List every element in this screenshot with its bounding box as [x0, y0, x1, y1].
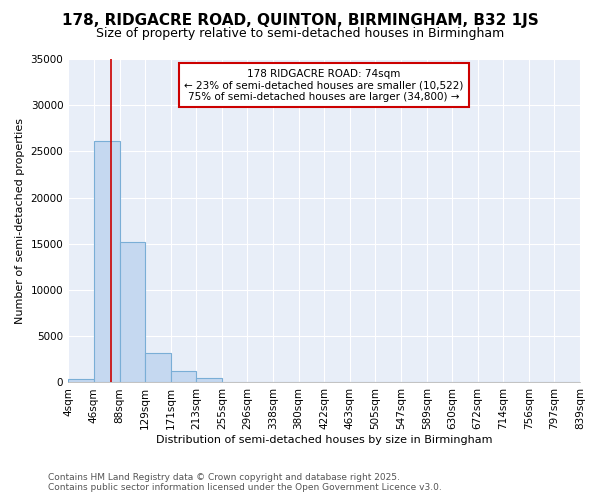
Text: Contains HM Land Registry data © Crown copyright and database right 2025.
Contai: Contains HM Land Registry data © Crown c…	[48, 473, 442, 492]
Bar	[94, 142, 119, 382]
Bar	[68, 379, 94, 382]
Text: Size of property relative to semi-detached houses in Birmingham: Size of property relative to semi-detach…	[96, 28, 504, 40]
X-axis label: Distribution of semi-detached houses by size in Birmingham: Distribution of semi-detached houses by …	[156, 435, 493, 445]
Text: 178 RIDGACRE ROAD: 74sqm
← 23% of semi-detached houses are smaller (10,522)
75% : 178 RIDGACRE ROAD: 74sqm ← 23% of semi-d…	[184, 68, 464, 102]
Y-axis label: Number of semi-detached properties: Number of semi-detached properties	[15, 118, 25, 324]
Bar	[145, 353, 170, 382]
Bar	[170, 372, 196, 382]
Text: 178, RIDGACRE ROAD, QUINTON, BIRMINGHAM, B32 1JS: 178, RIDGACRE ROAD, QUINTON, BIRMINGHAM,…	[62, 12, 538, 28]
Bar	[119, 242, 145, 382]
Bar	[196, 378, 222, 382]
